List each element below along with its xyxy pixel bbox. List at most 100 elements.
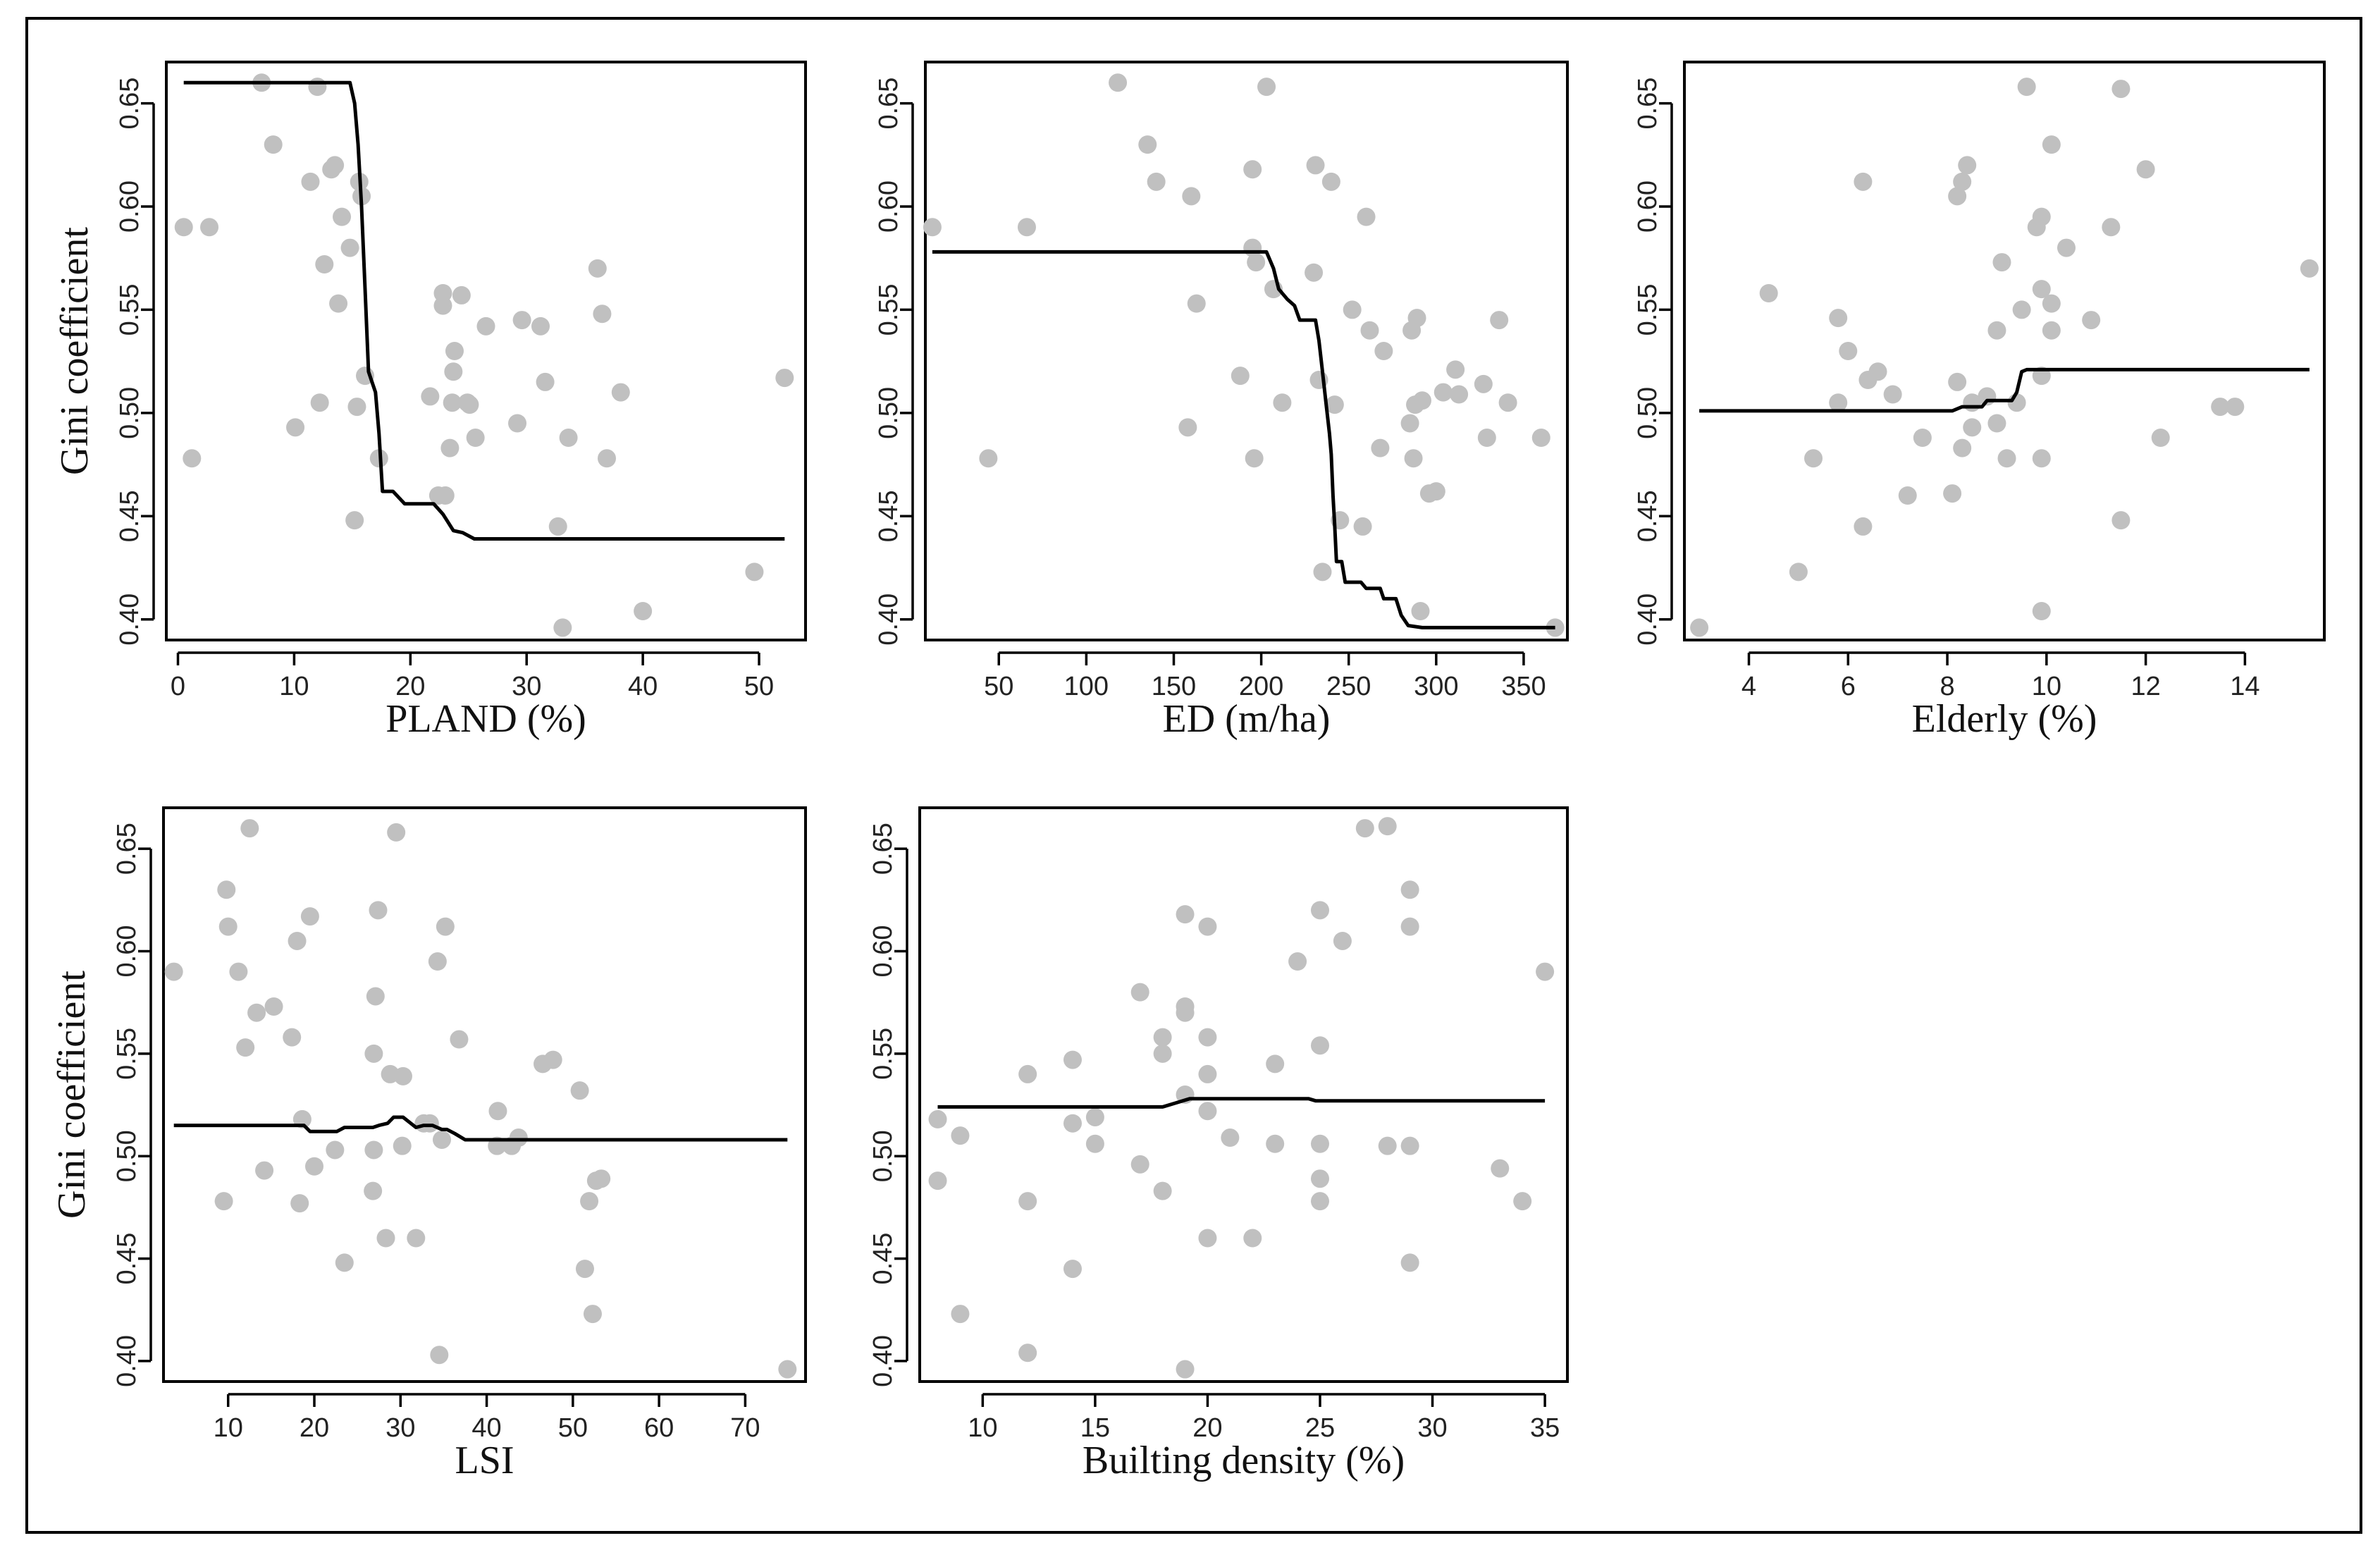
- data-point: [1085, 1107, 1104, 1126]
- data-point: [1400, 1136, 1419, 1155]
- plot-frame: [924, 61, 1569, 641]
- data-point: [1153, 1044, 1172, 1063]
- data-point: [1412, 391, 1431, 410]
- y-tick-label: 0.45: [874, 490, 904, 542]
- y-tick-label: 0.60: [868, 925, 898, 978]
- data-point: [1198, 1028, 1217, 1047]
- x-tick-label: 10: [279, 672, 309, 701]
- data-point: [436, 917, 455, 936]
- partial-dependence-line: [1699, 367, 2310, 413]
- data-point: [326, 156, 345, 175]
- data-point: [240, 819, 259, 838]
- data-point: [476, 316, 495, 336]
- chart-panel-bottom-left: 10 20 30 40 50 60 70 0.40 0.45 0.50 0.55 0.60 0.65 LS…: [50, 806, 807, 1482]
- data-point: [1018, 1064, 1037, 1083]
- y-tick-label: 0.60: [874, 180, 904, 233]
- y-tick-label: 0.45: [1633, 490, 1663, 542]
- data-point: [440, 438, 460, 457]
- data-point: [432, 1130, 451, 1149]
- data-point: [1355, 819, 1374, 838]
- data-point: [1130, 1155, 1149, 1174]
- data-point: [1325, 395, 1344, 414]
- data-point: [1243, 1229, 1262, 1248]
- data-point: [1759, 284, 1778, 302]
- data-point: [347, 398, 366, 417]
- data-point: [1017, 218, 1036, 237]
- data-point: [575, 1260, 594, 1279]
- data-point: [1854, 517, 1873, 536]
- data-point: [444, 362, 463, 381]
- x-tick-label: 50: [984, 672, 1013, 701]
- data-point: [2017, 78, 2036, 97]
- data-point: [979, 449, 998, 468]
- data-point: [1310, 1192, 1329, 1211]
- data-point: [1221, 1128, 1240, 1148]
- data-point: [450, 1030, 469, 1049]
- data-point: [1536, 962, 1555, 981]
- data-point: [580, 1192, 599, 1211]
- data-point: [1426, 482, 1445, 501]
- y-tick-label: 0.65: [115, 78, 144, 130]
- y-axis-title: Gini coefficient: [53, 227, 97, 475]
- data-point: [951, 1305, 970, 1324]
- data-point: [1789, 562, 1808, 582]
- data-point: [745, 562, 764, 582]
- data-point: [1474, 374, 1493, 393]
- data-point: [543, 1050, 562, 1069]
- data-point: [2032, 207, 2051, 226]
- data-point: [445, 342, 464, 360]
- data-point: [1477, 429, 1496, 447]
- data-point: [300, 907, 319, 926]
- data-point: [1130, 983, 1149, 1002]
- data-point: [611, 383, 630, 402]
- data-point: [247, 1003, 266, 1022]
- data-point: [2007, 393, 2026, 412]
- chart-panel-top-middle: 50 100 150 200 250 300 350 0.40 0.45 0.50 0.55 0.60…: [874, 61, 1569, 741]
- data-point: [531, 316, 550, 336]
- data-point: [443, 393, 462, 412]
- plot-frame: [1683, 61, 2326, 641]
- data-point: [1178, 418, 1197, 437]
- data-point: [2136, 160, 2155, 179]
- x-tick-label: 100: [1064, 672, 1109, 701]
- data-point: [488, 1102, 507, 1121]
- data-point: [1357, 207, 1376, 226]
- data-point: [1198, 1102, 1217, 1121]
- data-point: [433, 296, 452, 315]
- data-point: [345, 511, 364, 530]
- data-point: [288, 931, 307, 950]
- data-point: [570, 1081, 589, 1100]
- data-point: [1257, 78, 1276, 97]
- data-point: [1400, 1253, 1419, 1272]
- data-point: [1198, 1229, 1217, 1248]
- data-point: [1400, 917, 1419, 936]
- y-tick-label: 0.60: [115, 180, 144, 233]
- y-tick-label: 0.55: [1633, 283, 1663, 336]
- x-tick-label: 20: [1192, 1413, 1222, 1443]
- data-point: [1948, 372, 1967, 391]
- y-axis-title: Gini coefficient: [50, 971, 94, 1219]
- data-point: [1343, 300, 1362, 319]
- data-point: [1360, 321, 1379, 340]
- data-point: [1063, 1050, 1082, 1069]
- data-point: [340, 238, 359, 257]
- data-point: [1868, 362, 1887, 381]
- data-point: [923, 218, 942, 237]
- data-point: [1063, 1114, 1082, 1133]
- y-tick-label: 0.60: [112, 925, 142, 978]
- data-point: [1987, 414, 2006, 433]
- data-point: [460, 395, 479, 414]
- data-point: [1446, 360, 1465, 379]
- y-tick-label: 0.45: [112, 1233, 142, 1285]
- data-point: [951, 1126, 970, 1145]
- data-point: [310, 393, 329, 412]
- data-point: [217, 880, 236, 899]
- data-point: [1310, 1036, 1329, 1055]
- data-point: [1913, 429, 1932, 447]
- data-point: [1306, 156, 1325, 175]
- data-point: [1266, 1054, 1285, 1074]
- y-tick-label: 0.50: [115, 387, 144, 439]
- x-tick-label: 10: [2032, 672, 2061, 701]
- data-point: [2082, 311, 2101, 330]
- data-point: [1953, 172, 1972, 191]
